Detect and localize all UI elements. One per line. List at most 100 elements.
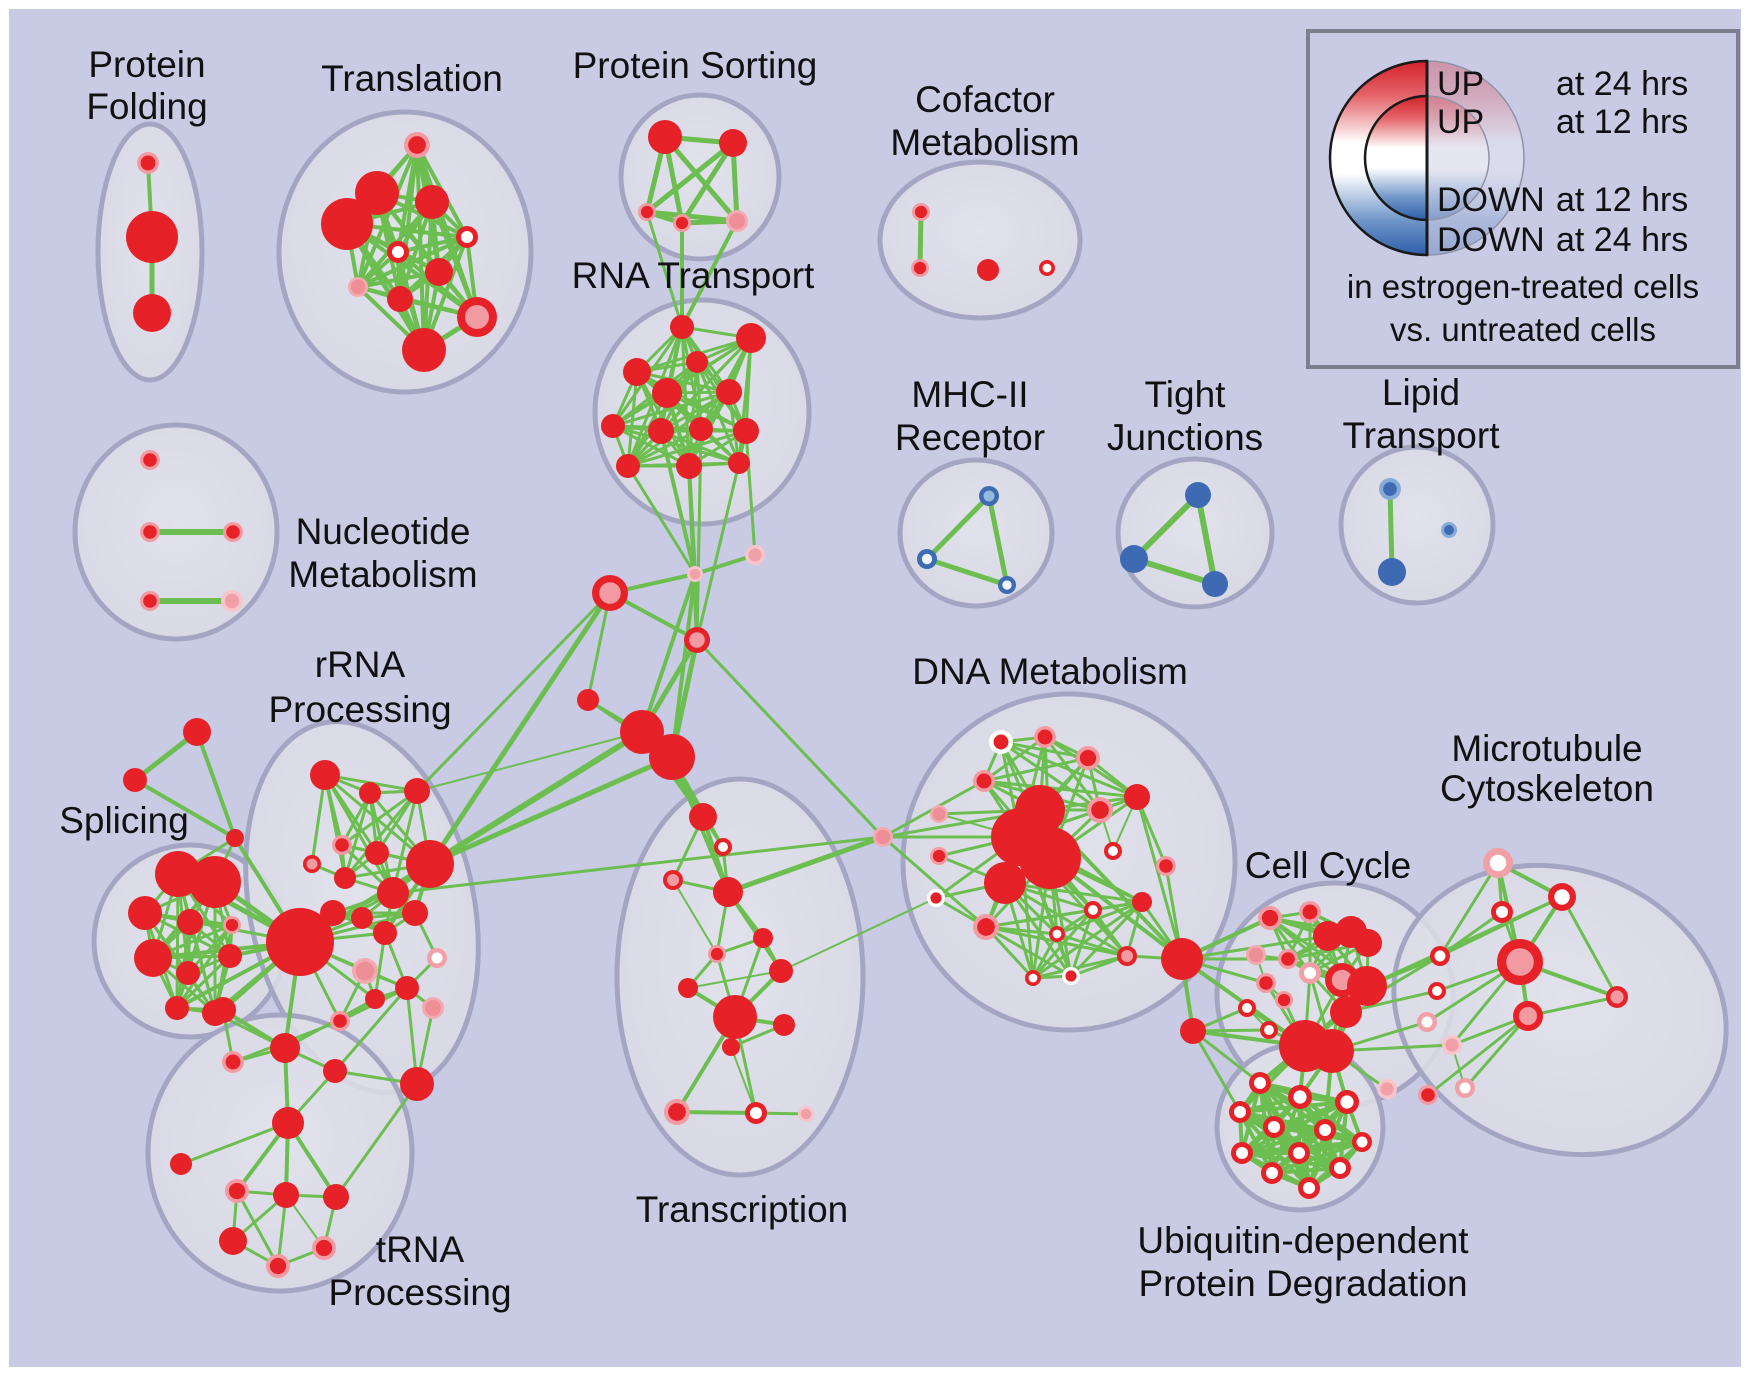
node-core [913, 261, 927, 275]
network-edge [679, 140, 736, 226]
network-node [359, 782, 381, 804]
network-node [312, 1236, 336, 1260]
node-ring [334, 867, 356, 889]
network-node [1379, 478, 1401, 500]
node-ring [404, 778, 430, 804]
node-ring [1132, 892, 1152, 912]
network-node [601, 414, 625, 438]
cluster-label-tight-junctions: Tight [1145, 374, 1227, 415]
network-edge [283, 997, 377, 1050]
network-node [1548, 883, 1576, 911]
node-ring [320, 900, 346, 926]
network-node [176, 961, 200, 985]
network-node [177, 909, 203, 935]
legend-circle-pale-half [1426, 95, 1490, 221]
network-edge [611, 424, 741, 465]
cluster-label-ubiquitin-degradation: Ubiquitin-dependent [1137, 1220, 1469, 1261]
network-node [979, 486, 999, 506]
network-node [415, 185, 449, 219]
network-node [1428, 982, 1446, 1000]
cluster-label-nucleotide-metabolism: Metabolism [288, 554, 477, 595]
network-edge [744, 429, 757, 557]
network-node [1275, 991, 1293, 1009]
network-edge [334, 1082, 419, 1199]
cluster-label-trna-processing: Processing [328, 1272, 511, 1313]
node-ring [1310, 1029, 1354, 1073]
cluster-ellipse-mhc-ii-receptor [897, 457, 1055, 609]
network-node [1513, 1001, 1543, 1031]
network-edge [1270, 1166, 1342, 1175]
node-ring [1330, 996, 1362, 1028]
node-core [1233, 1105, 1247, 1119]
network-node [1442, 1035, 1462, 1055]
network-node [1120, 545, 1148, 573]
node-ring [219, 1227, 247, 1255]
network-edge [687, 970, 782, 989]
node-ring [400, 1067, 434, 1101]
node-core [748, 548, 762, 562]
network-edge [780, 897, 937, 972]
network-node [126, 211, 178, 263]
network-node [927, 889, 945, 907]
network-node [1329, 1157, 1351, 1179]
network-node [664, 1099, 690, 1125]
cluster-label-cell-cycle: Cell Cycle [1245, 845, 1412, 886]
node-core [1042, 263, 1052, 273]
network-node [1347, 966, 1387, 1006]
network-edge [986, 493, 1010, 588]
network-node [222, 1051, 244, 1073]
network-edge [982, 756, 1090, 783]
network-edge [396, 235, 469, 254]
network-edge [680, 219, 739, 329]
network-node [1180, 1018, 1206, 1044]
network-edge [175, 954, 232, 1010]
network-node [189, 856, 241, 908]
network-node [687, 566, 703, 582]
network-edge [675, 1110, 758, 1115]
node-core [306, 858, 318, 870]
network-edge [340, 789, 419, 847]
network-edge [179, 1121, 290, 1166]
node-ring [1180, 1018, 1206, 1044]
network-node [348, 277, 368, 297]
network-node [210, 997, 236, 1023]
node-ring [1124, 784, 1150, 810]
node-ring [133, 294, 171, 332]
network-edge [1191, 1029, 1262, 1085]
network-node [128, 896, 162, 930]
network-node [1049, 926, 1065, 942]
network-edge [391, 789, 419, 895]
node-core [977, 918, 995, 936]
network-node [1430, 946, 1450, 966]
network-edge [662, 134, 740, 224]
node-ring [713, 877, 743, 907]
network-node [272, 1107, 304, 1139]
node-core [143, 453, 157, 467]
network-edge [415, 591, 612, 793]
network-node [648, 418, 674, 444]
network-node [1354, 929, 1382, 957]
node-core [800, 1108, 812, 1120]
network-edge [725, 834, 886, 895]
network-node [352, 958, 378, 984]
network-node [1310, 1029, 1354, 1073]
network-node [1062, 967, 1080, 985]
node-core [1444, 525, 1454, 535]
network-node [123, 768, 147, 792]
node-ring [1347, 966, 1387, 1006]
cluster-label-lipid-transport: Lipid [1382, 372, 1460, 413]
network-node [332, 835, 352, 855]
network-node [373, 921, 397, 945]
network-node [1418, 1085, 1438, 1105]
node-core [1459, 1082, 1471, 1094]
network-edge [626, 464, 697, 576]
node-core [1159, 859, 1173, 873]
legend-time-label: at 24 hrs [1556, 65, 1688, 103]
node-core [228, 1182, 246, 1200]
node-core [1088, 905, 1098, 915]
node-ring [736, 323, 766, 353]
node-core [1340, 1095, 1354, 1109]
node-ring [678, 978, 698, 998]
network-node [1117, 946, 1137, 966]
node-core [749, 1106, 763, 1120]
